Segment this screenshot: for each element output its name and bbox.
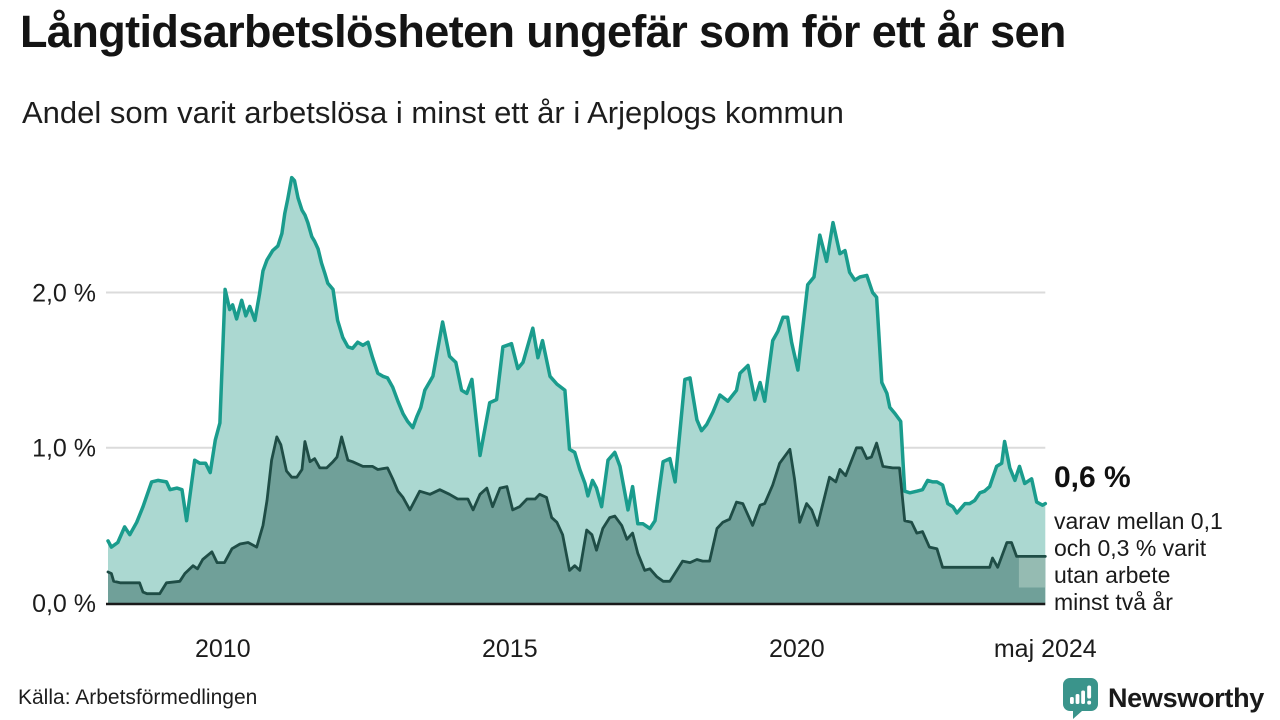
newsworthy-icon bbox=[1062, 678, 1098, 719]
series-area-two-years bbox=[108, 436, 1046, 603]
newsworthy-logo: Newsworthy bbox=[1062, 677, 1264, 719]
x-tick-label: 2010 bbox=[195, 635, 251, 663]
y-tick-label: 0,0 % bbox=[32, 590, 96, 618]
latest-value-annotation: 0,6 % varav mellan 0,1 och 0,3 % varit u… bbox=[1054, 461, 1259, 616]
x-tick-label: 2015 bbox=[482, 635, 538, 663]
chart-subtitle: Andel som varit arbetslösa i minst ett å… bbox=[22, 95, 844, 130]
series-line-two-years bbox=[106, 435, 1047, 596]
y-tick-label: 1,0 % bbox=[32, 435, 96, 463]
source-label: Källa: Arbetsförmedlingen bbox=[18, 686, 258, 709]
latest-value-label: 0,6 % bbox=[1054, 461, 1131, 494]
x-tick-label: maj 2024 bbox=[994, 635, 1097, 663]
y-tick-label: 2,0 % bbox=[32, 279, 96, 307]
uncertainty-band bbox=[1018, 556, 1046, 588]
latest-value-note: varav mellan 0,1 och 0,3 % varit utan ar… bbox=[1054, 508, 1223, 615]
page-title: Långtidsarbetslösheten ungefär som för e… bbox=[20, 6, 1066, 57]
x-tick-label: 2020 bbox=[769, 635, 825, 663]
newsworthy-wordmark: Newsworthy bbox=[1107, 682, 1264, 713]
series-line-one-year bbox=[106, 175, 1048, 549]
